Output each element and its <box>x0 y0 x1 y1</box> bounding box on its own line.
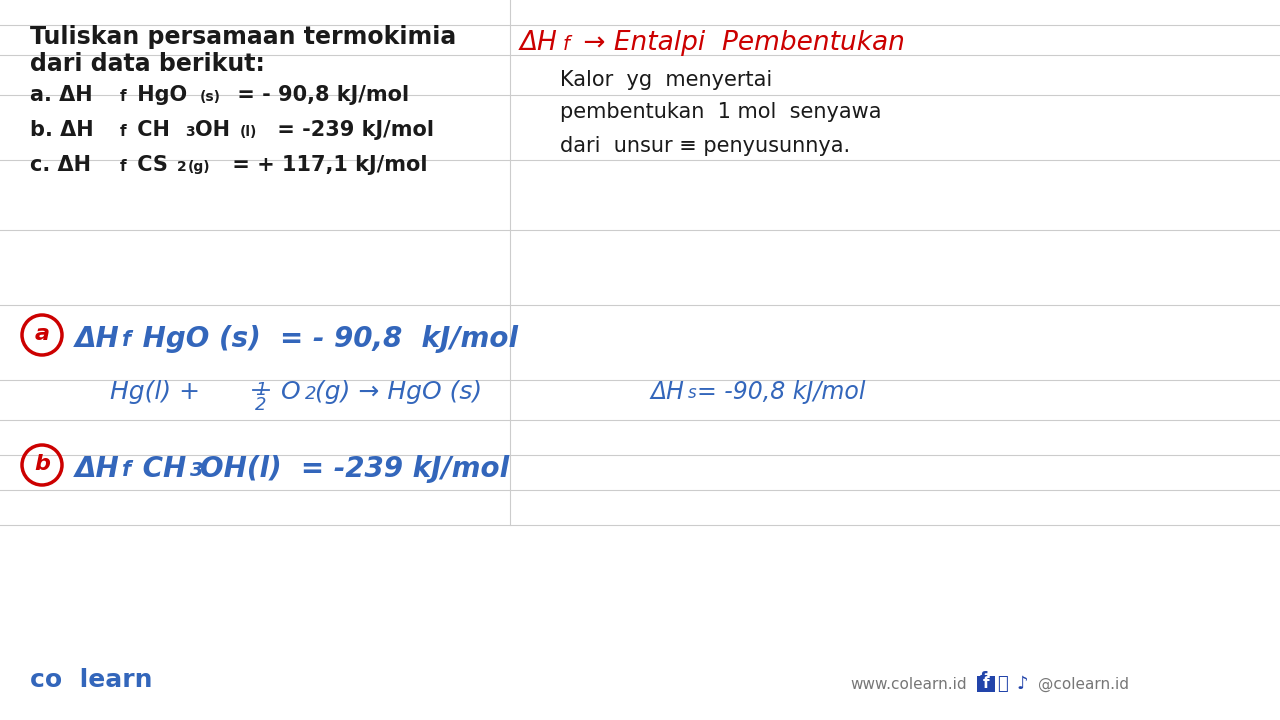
Text: (s): (s) <box>200 90 221 104</box>
Text: (g): (g) <box>188 160 211 174</box>
Text: 1: 1 <box>255 381 266 399</box>
Text: f: f <box>120 159 127 174</box>
Text: (g) → HgO (s): (g) → HgO (s) <box>315 380 483 404</box>
Text: 3: 3 <box>189 461 204 480</box>
Text: CH: CH <box>133 455 187 483</box>
Text: ⓞ: ⓞ <box>997 675 1007 693</box>
Text: (l): (l) <box>241 125 257 139</box>
Text: f: f <box>122 330 131 350</box>
Text: = + 117,1 kJ/mol: = + 117,1 kJ/mol <box>225 155 428 175</box>
Text: a. ΔH: a. ΔH <box>29 85 92 105</box>
Text: f: f <box>120 124 127 139</box>
Text: b. ΔH: b. ΔH <box>29 120 93 140</box>
Text: s: s <box>689 384 696 402</box>
Text: ♪: ♪ <box>1016 675 1028 693</box>
Text: OH: OH <box>195 120 230 140</box>
Text: b: b <box>35 454 50 474</box>
Text: O: O <box>273 380 301 404</box>
Text: ΔH: ΔH <box>520 30 558 56</box>
Text: f: f <box>122 460 131 480</box>
Text: HgO: HgO <box>131 85 187 105</box>
Text: a: a <box>35 324 50 344</box>
Text: co  learn: co learn <box>29 668 152 692</box>
Text: 2: 2 <box>255 396 266 414</box>
Text: pembentukan  1 mol  senyawa: pembentukan 1 mol senyawa <box>561 102 882 122</box>
Text: f: f <box>983 677 989 691</box>
Text: f: f <box>563 35 570 54</box>
Text: = -239 kJ/mol: = -239 kJ/mol <box>270 120 434 140</box>
Text: @colearn.id: @colearn.id <box>1038 677 1129 692</box>
Text: Hg(l) +: Hg(l) + <box>110 380 209 404</box>
Text: OH(l)  = -239 kJ/mol: OH(l) = -239 kJ/mol <box>200 455 509 483</box>
Text: 2: 2 <box>177 160 187 174</box>
Text: dari  unsur ≡ penyusunnya.: dari unsur ≡ penyusunnya. <box>561 136 850 156</box>
Text: HgO (s)  = - 90,8  kJ/mol: HgO (s) = - 90,8 kJ/mol <box>133 325 518 353</box>
Text: Kalor  yg  menyertai: Kalor yg menyertai <box>561 70 772 90</box>
Text: f: f <box>980 671 987 689</box>
Text: = - 90,8 kJ/mol: = - 90,8 kJ/mol <box>230 85 410 105</box>
FancyBboxPatch shape <box>977 676 995 692</box>
Text: CS: CS <box>131 155 168 175</box>
Text: c. ΔH: c. ΔH <box>29 155 91 175</box>
Text: Tuliskan persamaan termokimia: Tuliskan persamaan termokimia <box>29 25 456 49</box>
Text: = -90,8 kJ/mol: = -90,8 kJ/mol <box>698 380 865 404</box>
Text: ΔH: ΔH <box>650 380 684 404</box>
Text: f: f <box>120 89 127 104</box>
Text: CH: CH <box>131 120 170 140</box>
Text: ΔH: ΔH <box>76 455 120 483</box>
Text: www.colearn.id: www.colearn.id <box>850 677 966 692</box>
Text: 3: 3 <box>186 125 195 139</box>
Text: 2: 2 <box>305 385 316 403</box>
Text: → Entalpi  Pembentukan: → Entalpi Pembentukan <box>575 30 905 56</box>
Text: ΔH: ΔH <box>76 325 120 353</box>
Text: dari data berikut:: dari data berikut: <box>29 52 265 76</box>
